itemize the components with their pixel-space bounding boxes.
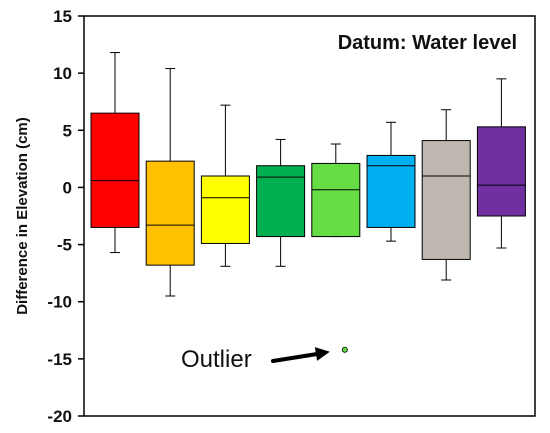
outlier-arrow-head <box>314 347 330 361</box>
y-axis-label: Difference in Elevation (cm) <box>14 117 31 315</box>
outlier-annotation-label: Outlier <box>181 346 252 373</box>
box-iqr <box>200 175 250 244</box>
y-tick-label: 0 <box>63 178 72 197</box>
y-tick-label: 5 <box>63 121 72 140</box>
y-tick-label: 10 <box>53 64 72 83</box>
y-tick-label: 15 <box>53 7 72 26</box>
y-axis: 15 10 5 0 -5 -10 -15 -20 <box>47 7 84 426</box>
y-tick-label: -15 <box>47 350 72 369</box>
box-iqr <box>421 140 471 260</box>
box-series <box>90 52 526 353</box>
outlier-point <box>341 346 348 353</box>
box-iqr <box>145 160 195 266</box>
box-7 <box>421 109 471 281</box>
box-2 <box>145 68 195 297</box>
outlier-arrow-shaft <box>271 351 324 363</box>
box-3 <box>200 104 250 267</box>
box-iqr <box>256 165 306 238</box>
box-6 <box>366 121 416 242</box>
y-tick-label: -20 <box>47 407 72 426</box>
box-5 <box>311 143 361 353</box>
box-iqr <box>366 154 416 228</box>
box-iqr <box>90 112 140 228</box>
box-8 <box>476 78 526 249</box>
y-tick-label: -10 <box>47 293 72 312</box>
box-iqr <box>311 162 361 238</box>
outlier-annotation: Outlier <box>181 346 330 373</box>
box-iqr <box>476 126 526 217</box>
y-tick-label: -5 <box>57 236 72 255</box>
box-1 <box>90 52 140 254</box>
chart-title: Datum: Water level <box>338 32 517 54</box>
box-4 <box>256 138 306 267</box>
